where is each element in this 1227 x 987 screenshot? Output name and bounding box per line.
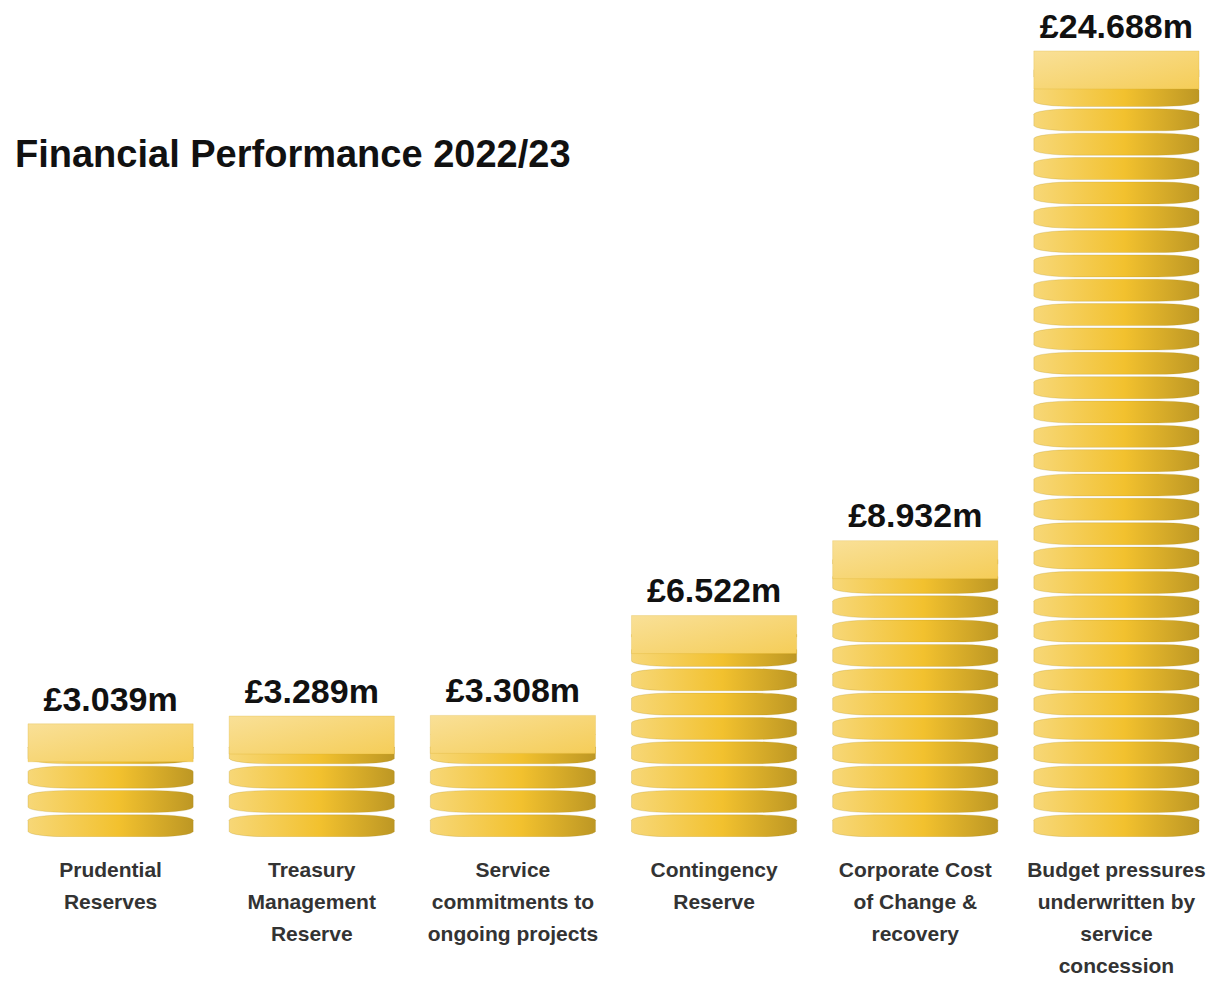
svg-text:£3.308m: £3.308m xyxy=(446,671,580,709)
svg-text:£24.688m: £24.688m xyxy=(1040,7,1193,45)
svg-text:Budget pressures: Budget pressures xyxy=(1027,858,1206,881)
svg-text:commitments to: commitments to xyxy=(432,890,594,913)
svg-text:Reserve: Reserve xyxy=(271,922,353,945)
svg-text:recovery: recovery xyxy=(871,922,959,945)
svg-text:Financial Performance 2022/23: Financial Performance 2022/23 xyxy=(15,133,571,175)
svg-text:Contingency: Contingency xyxy=(650,858,777,881)
svg-text:Corporate Cost: Corporate Cost xyxy=(839,858,992,881)
svg-text:£6.522m: £6.522m xyxy=(647,571,781,609)
svg-text:Service: Service xyxy=(476,858,551,881)
svg-text:Reserve: Reserve xyxy=(673,890,755,913)
svg-text:£3.289m: £3.289m xyxy=(245,672,379,710)
svg-text:Prudential: Prudential xyxy=(59,858,162,881)
svg-text:of Change &: of Change & xyxy=(853,890,977,913)
svg-text:Management: Management xyxy=(248,890,376,913)
svg-text:Treasury: Treasury xyxy=(268,858,356,881)
svg-text:£3.039m: £3.039m xyxy=(43,680,177,718)
svg-text:concession: concession xyxy=(1059,954,1175,977)
svg-text:underwritten by: underwritten by xyxy=(1038,890,1196,913)
svg-text:Reserves: Reserves xyxy=(64,890,157,913)
svg-text:£8.932m: £8.932m xyxy=(848,496,982,534)
svg-text:service: service xyxy=(1080,922,1152,945)
svg-text:ongoing projects: ongoing projects xyxy=(428,922,598,945)
